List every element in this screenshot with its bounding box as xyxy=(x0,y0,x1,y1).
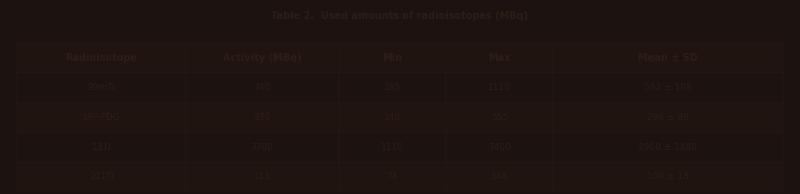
Text: 2960 ± 1480: 2960 ± 1480 xyxy=(638,143,698,152)
Bar xyxy=(338,73,446,103)
Bar xyxy=(18,103,186,132)
Text: 108 ± 18: 108 ± 18 xyxy=(647,172,689,181)
Bar xyxy=(18,162,186,192)
Bar xyxy=(18,132,186,162)
Bar xyxy=(553,103,782,132)
Bar xyxy=(446,73,553,103)
Bar xyxy=(186,162,338,192)
Text: 592 ± 198: 592 ± 198 xyxy=(644,83,692,92)
Text: 111: 111 xyxy=(254,172,271,181)
Bar xyxy=(338,132,446,162)
Text: 185: 185 xyxy=(384,83,401,92)
Text: 131I: 131I xyxy=(91,143,111,152)
Text: Max: Max xyxy=(488,53,510,63)
Bar xyxy=(186,73,338,103)
Bar xyxy=(186,43,338,73)
Bar xyxy=(553,43,782,73)
Text: 555: 555 xyxy=(491,113,508,122)
Text: Mean ± SD: Mean ± SD xyxy=(638,53,698,63)
Text: 74: 74 xyxy=(386,172,398,181)
Text: 1110: 1110 xyxy=(488,83,511,92)
Text: 3700: 3700 xyxy=(250,143,274,152)
Text: 740: 740 xyxy=(254,83,271,92)
Text: 370: 370 xyxy=(254,113,271,122)
Bar xyxy=(186,103,338,132)
Bar xyxy=(18,73,186,103)
Text: Min: Min xyxy=(382,53,402,63)
Text: Activity (MBq): Activity (MBq) xyxy=(223,53,302,63)
Text: 99mTc: 99mTc xyxy=(87,83,116,92)
Bar xyxy=(446,103,553,132)
Text: 1110: 1110 xyxy=(381,143,404,152)
Bar xyxy=(446,43,553,73)
Bar xyxy=(338,43,446,73)
Bar xyxy=(18,43,186,73)
Text: 18F-FDG: 18F-FDG xyxy=(82,113,121,122)
Bar xyxy=(553,162,782,192)
Text: Table 2.  Used amounts of radioisotopes (MBq): Table 2. Used amounts of radioisotopes (… xyxy=(271,11,529,21)
Text: 201Tl: 201Tl xyxy=(89,172,114,181)
Bar xyxy=(338,103,446,132)
Bar xyxy=(553,132,782,162)
Text: 7400: 7400 xyxy=(488,143,511,152)
Bar xyxy=(446,132,553,162)
Bar xyxy=(446,162,553,192)
Text: 148: 148 xyxy=(491,172,508,181)
Bar xyxy=(186,132,338,162)
Text: 296 ± 89: 296 ± 89 xyxy=(647,113,689,122)
Bar xyxy=(553,73,782,103)
Text: Radioisotope: Radioisotope xyxy=(66,53,138,63)
Text: 148: 148 xyxy=(384,113,401,122)
Bar xyxy=(338,162,446,192)
